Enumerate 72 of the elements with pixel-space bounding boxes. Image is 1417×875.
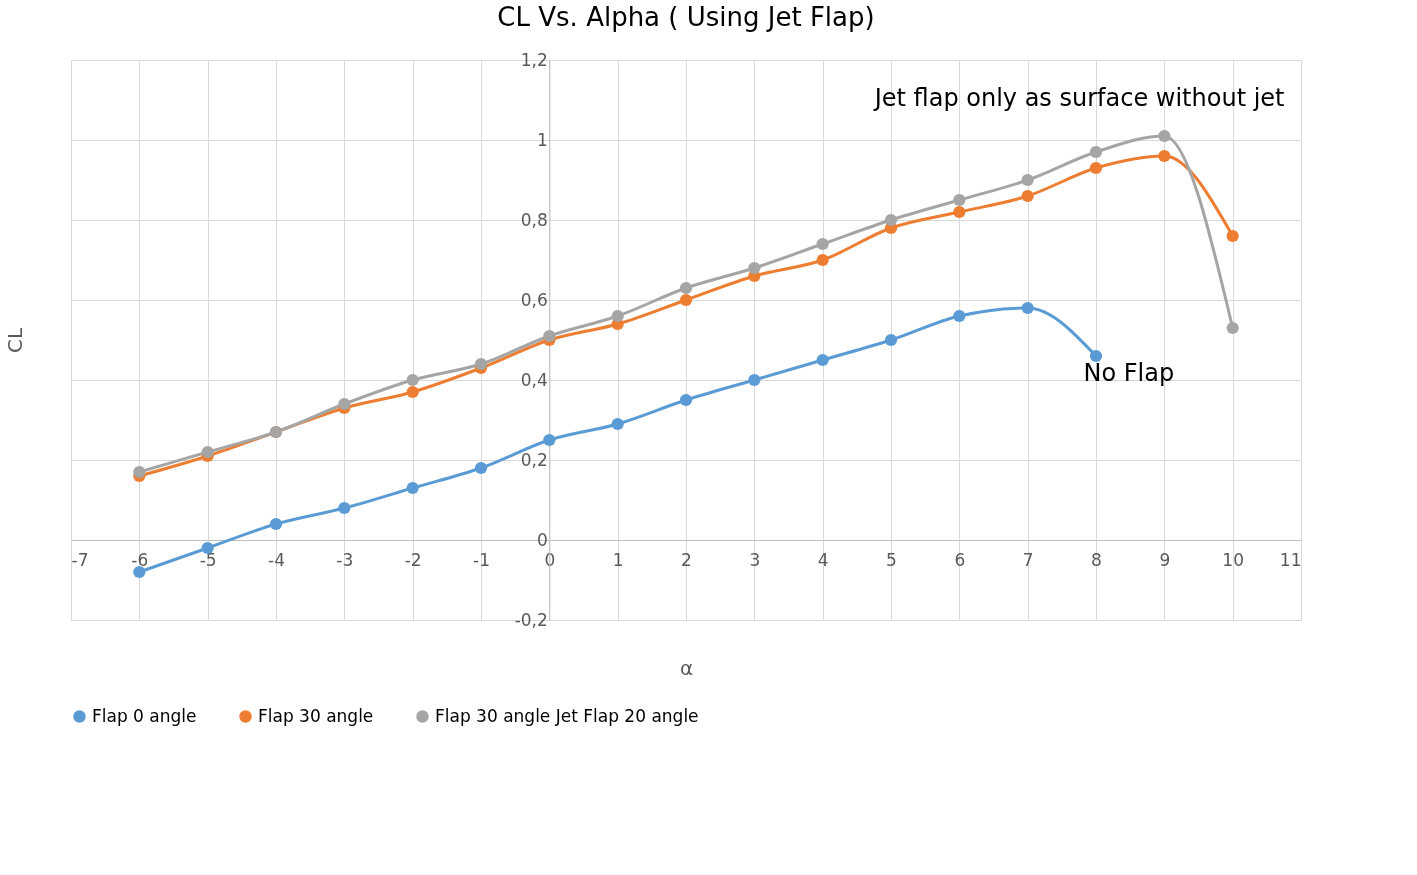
y-tick-label: 1 bbox=[537, 129, 548, 150]
point bbox=[133, 465, 146, 479]
chart-title: CL Vs. Alpha ( Using Jet Flap) bbox=[497, 2, 875, 32]
x-tick-label: -7 bbox=[71, 549, 89, 570]
point bbox=[269, 517, 283, 531]
point bbox=[406, 373, 419, 387]
annotation: Jet flap only as surface without jet bbox=[872, 84, 1285, 113]
point bbox=[543, 329, 556, 343]
y-tick-label: 1,2 bbox=[520, 49, 548, 70]
x-tick-label: -3 bbox=[336, 549, 354, 570]
x-tick-label: -1 bbox=[473, 549, 490, 570]
point bbox=[816, 237, 829, 251]
x-tick-label: 3 bbox=[749, 549, 761, 570]
x-tick-label: 1 bbox=[612, 549, 624, 570]
point bbox=[1089, 145, 1103, 159]
x-tick-label: 9 bbox=[1159, 549, 1171, 570]
point bbox=[816, 253, 829, 267]
point bbox=[1226, 321, 1239, 335]
point bbox=[953, 193, 966, 207]
x-tick-label: 10 bbox=[1222, 549, 1244, 570]
point bbox=[953, 309, 966, 323]
x-tick-label: -5 bbox=[199, 549, 217, 570]
point bbox=[474, 461, 488, 475]
point bbox=[884, 213, 898, 227]
x-tick-label: 11 bbox=[1279, 549, 1302, 570]
x-tick-label: 6 bbox=[954, 549, 966, 570]
point bbox=[748, 373, 761, 387]
point bbox=[1089, 161, 1103, 175]
y-axis-title: CL bbox=[3, 327, 28, 354]
x-tick-label: 8 bbox=[1091, 549, 1102, 570]
point bbox=[748, 261, 761, 275]
x-axis-title: α bbox=[679, 655, 694, 680]
x-tick-label: 2 bbox=[681, 549, 692, 570]
point bbox=[406, 385, 419, 399]
x-tick-label: 4 bbox=[817, 549, 829, 570]
point bbox=[1089, 349, 1103, 363]
point bbox=[679, 293, 693, 307]
x-tick-label: 7 bbox=[1022, 549, 1034, 570]
point bbox=[1021, 301, 1034, 315]
annotation: No Flap bbox=[1083, 358, 1175, 387]
y-tick-label: 0,4 bbox=[520, 369, 548, 390]
point bbox=[679, 393, 693, 407]
y-tick-label: 0,8 bbox=[520, 209, 548, 230]
legend-label: Flap 0 angle bbox=[92, 705, 197, 726]
point bbox=[611, 417, 624, 431]
point bbox=[201, 445, 214, 459]
x-tick-label: -6 bbox=[131, 549, 149, 570]
legend-label: Flap 30 angle bbox=[258, 705, 374, 726]
point bbox=[1158, 129, 1171, 143]
point bbox=[1226, 229, 1239, 243]
point bbox=[474, 357, 488, 371]
x-tick-label: -2 bbox=[404, 549, 422, 570]
legend-label: Flap 30 angle Jet Flap 20 angle bbox=[435, 705, 699, 726]
point bbox=[679, 281, 693, 295]
point bbox=[406, 481, 419, 495]
y-tick-label: 0 bbox=[537, 529, 548, 550]
y-tick-label: -0,2 bbox=[514, 609, 548, 630]
point bbox=[1158, 149, 1171, 163]
point bbox=[543, 433, 556, 447]
point bbox=[884, 333, 898, 347]
point bbox=[953, 205, 966, 219]
point bbox=[1021, 173, 1034, 187]
point bbox=[816, 353, 829, 367]
point bbox=[338, 501, 351, 515]
y-tick-label: 0,6 bbox=[520, 289, 548, 310]
point bbox=[338, 397, 351, 411]
point bbox=[611, 309, 624, 323]
point bbox=[1021, 189, 1034, 203]
point bbox=[133, 565, 146, 579]
y-tick-label: 0,2 bbox=[520, 449, 548, 470]
x-tick-label: 5 bbox=[886, 549, 897, 570]
x-tick-label: -4 bbox=[268, 549, 285, 570]
